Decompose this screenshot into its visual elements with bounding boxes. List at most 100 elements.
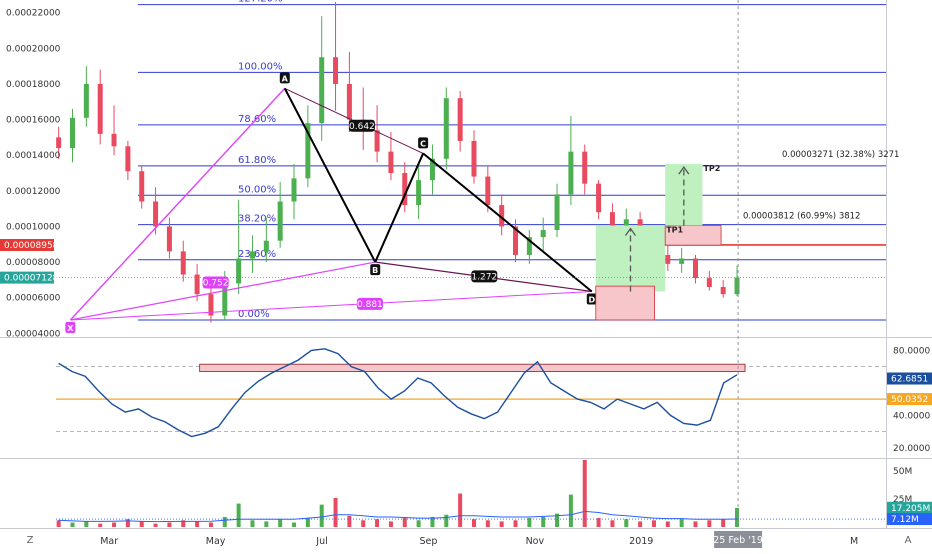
candle-body xyxy=(499,205,505,227)
price-tick-label: 0.00012000 xyxy=(6,187,61,197)
candle-body xyxy=(623,219,629,231)
volume-bar xyxy=(167,522,172,527)
pattern-point-marker xyxy=(586,293,597,305)
candle-body xyxy=(97,83,103,134)
candle-body xyxy=(720,287,726,295)
time-tick-label: M xyxy=(850,536,858,547)
pattern-point-marker xyxy=(65,321,76,333)
price-tick-label: 0.00004000 xyxy=(6,329,61,339)
volume-bar xyxy=(195,521,200,527)
price-tick-label: 0.00016000 xyxy=(6,116,61,126)
fibonacci-retracement: 127.20% 100.00% 78.60% 61.80% 50.00% 38.20% 23… xyxy=(138,0,886,321)
volume-bar xyxy=(208,522,213,527)
candle-body xyxy=(457,98,463,141)
candle-body xyxy=(56,137,62,149)
candle-body xyxy=(111,133,117,147)
candle-body xyxy=(208,294,214,316)
price-tick-label: 0.00014000 xyxy=(6,151,61,161)
candle-body xyxy=(249,251,255,259)
candle-body xyxy=(416,180,422,206)
price-axis: 0.00022000 0.00020000 0.00018000 0.00016000… xyxy=(0,9,61,339)
price-tag-label: 0.00008958 xyxy=(4,241,59,251)
volume-bar xyxy=(70,522,75,527)
volume-bar xyxy=(125,519,130,527)
ratio-badge xyxy=(348,119,375,132)
pattern-leg-bc xyxy=(374,153,425,263)
price-tag xyxy=(0,239,54,252)
candle-body xyxy=(402,173,408,206)
price-panel: 127.20% 100.00% 78.60% 61.80% 50.00% 38.20% 23… xyxy=(56,0,899,333)
volume-bar xyxy=(278,519,283,527)
volume-bar xyxy=(375,519,380,527)
candle-body xyxy=(291,178,297,202)
candle-body xyxy=(429,158,435,181)
candle-body xyxy=(706,278,712,288)
candle-body xyxy=(471,140,477,177)
pattern-point-marker xyxy=(279,72,290,84)
candle-body xyxy=(540,230,546,238)
ratio-badge xyxy=(202,276,229,289)
pattern-leg-xd xyxy=(70,290,592,321)
price-tick-label: 0.00020000 xyxy=(6,44,61,54)
time-tick-label: Nov xyxy=(526,536,545,547)
volume-bar xyxy=(222,516,227,527)
ratio-label: 0.752 xyxy=(203,279,229,289)
volume-value-label: 7.12M xyxy=(891,515,919,525)
time-tick-label: May xyxy=(206,536,226,547)
tp1-label: TP1 xyxy=(666,226,683,235)
candle-body xyxy=(166,226,172,252)
volume-bar xyxy=(527,518,532,527)
candle-body xyxy=(388,151,394,174)
auto-scale-left-button[interactable]: Z xyxy=(26,535,34,546)
volume-bar xyxy=(319,504,324,527)
candle-body xyxy=(513,226,519,255)
candle-body xyxy=(374,130,380,152)
volume-bar xyxy=(56,520,61,527)
rsi-line xyxy=(58,348,738,438)
candle-body xyxy=(222,283,228,316)
volume-bar xyxy=(693,521,698,527)
fib-level-label: 61.80% xyxy=(238,155,276,166)
volume-tick-label: 50M xyxy=(893,467,912,477)
pattern-point-marker xyxy=(370,264,381,276)
volume-bar xyxy=(610,520,615,527)
volume-bar xyxy=(112,522,117,527)
volume-bar xyxy=(721,519,726,527)
tp1-arrow-head xyxy=(624,227,637,236)
candle-body xyxy=(153,201,159,227)
volume-value-tag xyxy=(887,501,932,514)
fib-level-label: 100.00% xyxy=(238,61,283,72)
candle-body xyxy=(346,83,352,120)
volume-bar xyxy=(735,508,740,527)
candle-body xyxy=(568,151,574,195)
auto-scale-right-button[interactable]: A xyxy=(904,535,912,546)
tp1-text: 0.00003812 (60.99%) 3812 xyxy=(743,212,860,222)
pattern-point-marker xyxy=(418,137,429,149)
volume-bar xyxy=(84,521,89,527)
volume-bar xyxy=(596,518,601,527)
candle-body xyxy=(236,258,242,284)
ratio-label: 0.642 xyxy=(349,122,375,132)
candle-body xyxy=(582,151,588,184)
volume-bar xyxy=(430,516,435,527)
volume-bar xyxy=(568,494,573,527)
rsi-value-tag xyxy=(887,372,932,385)
fib-level-label: 0.00% xyxy=(238,309,270,320)
pattern-point-label: A xyxy=(282,74,289,83)
volume-bar xyxy=(458,493,463,527)
candle-body xyxy=(526,237,532,255)
candle-body xyxy=(194,274,200,295)
candle-body xyxy=(609,212,615,231)
volume-bar xyxy=(347,515,352,527)
volume-bar xyxy=(679,519,684,527)
candle-body xyxy=(83,83,89,118)
time-tick-label: Jul xyxy=(315,536,327,547)
volume-bar xyxy=(250,520,255,527)
price-tick-label: 0.00010000 xyxy=(6,222,61,232)
candle-body xyxy=(734,277,740,295)
candle-body xyxy=(263,240,269,252)
pattern-point-label: B xyxy=(372,266,378,275)
candle-body xyxy=(692,258,698,279)
